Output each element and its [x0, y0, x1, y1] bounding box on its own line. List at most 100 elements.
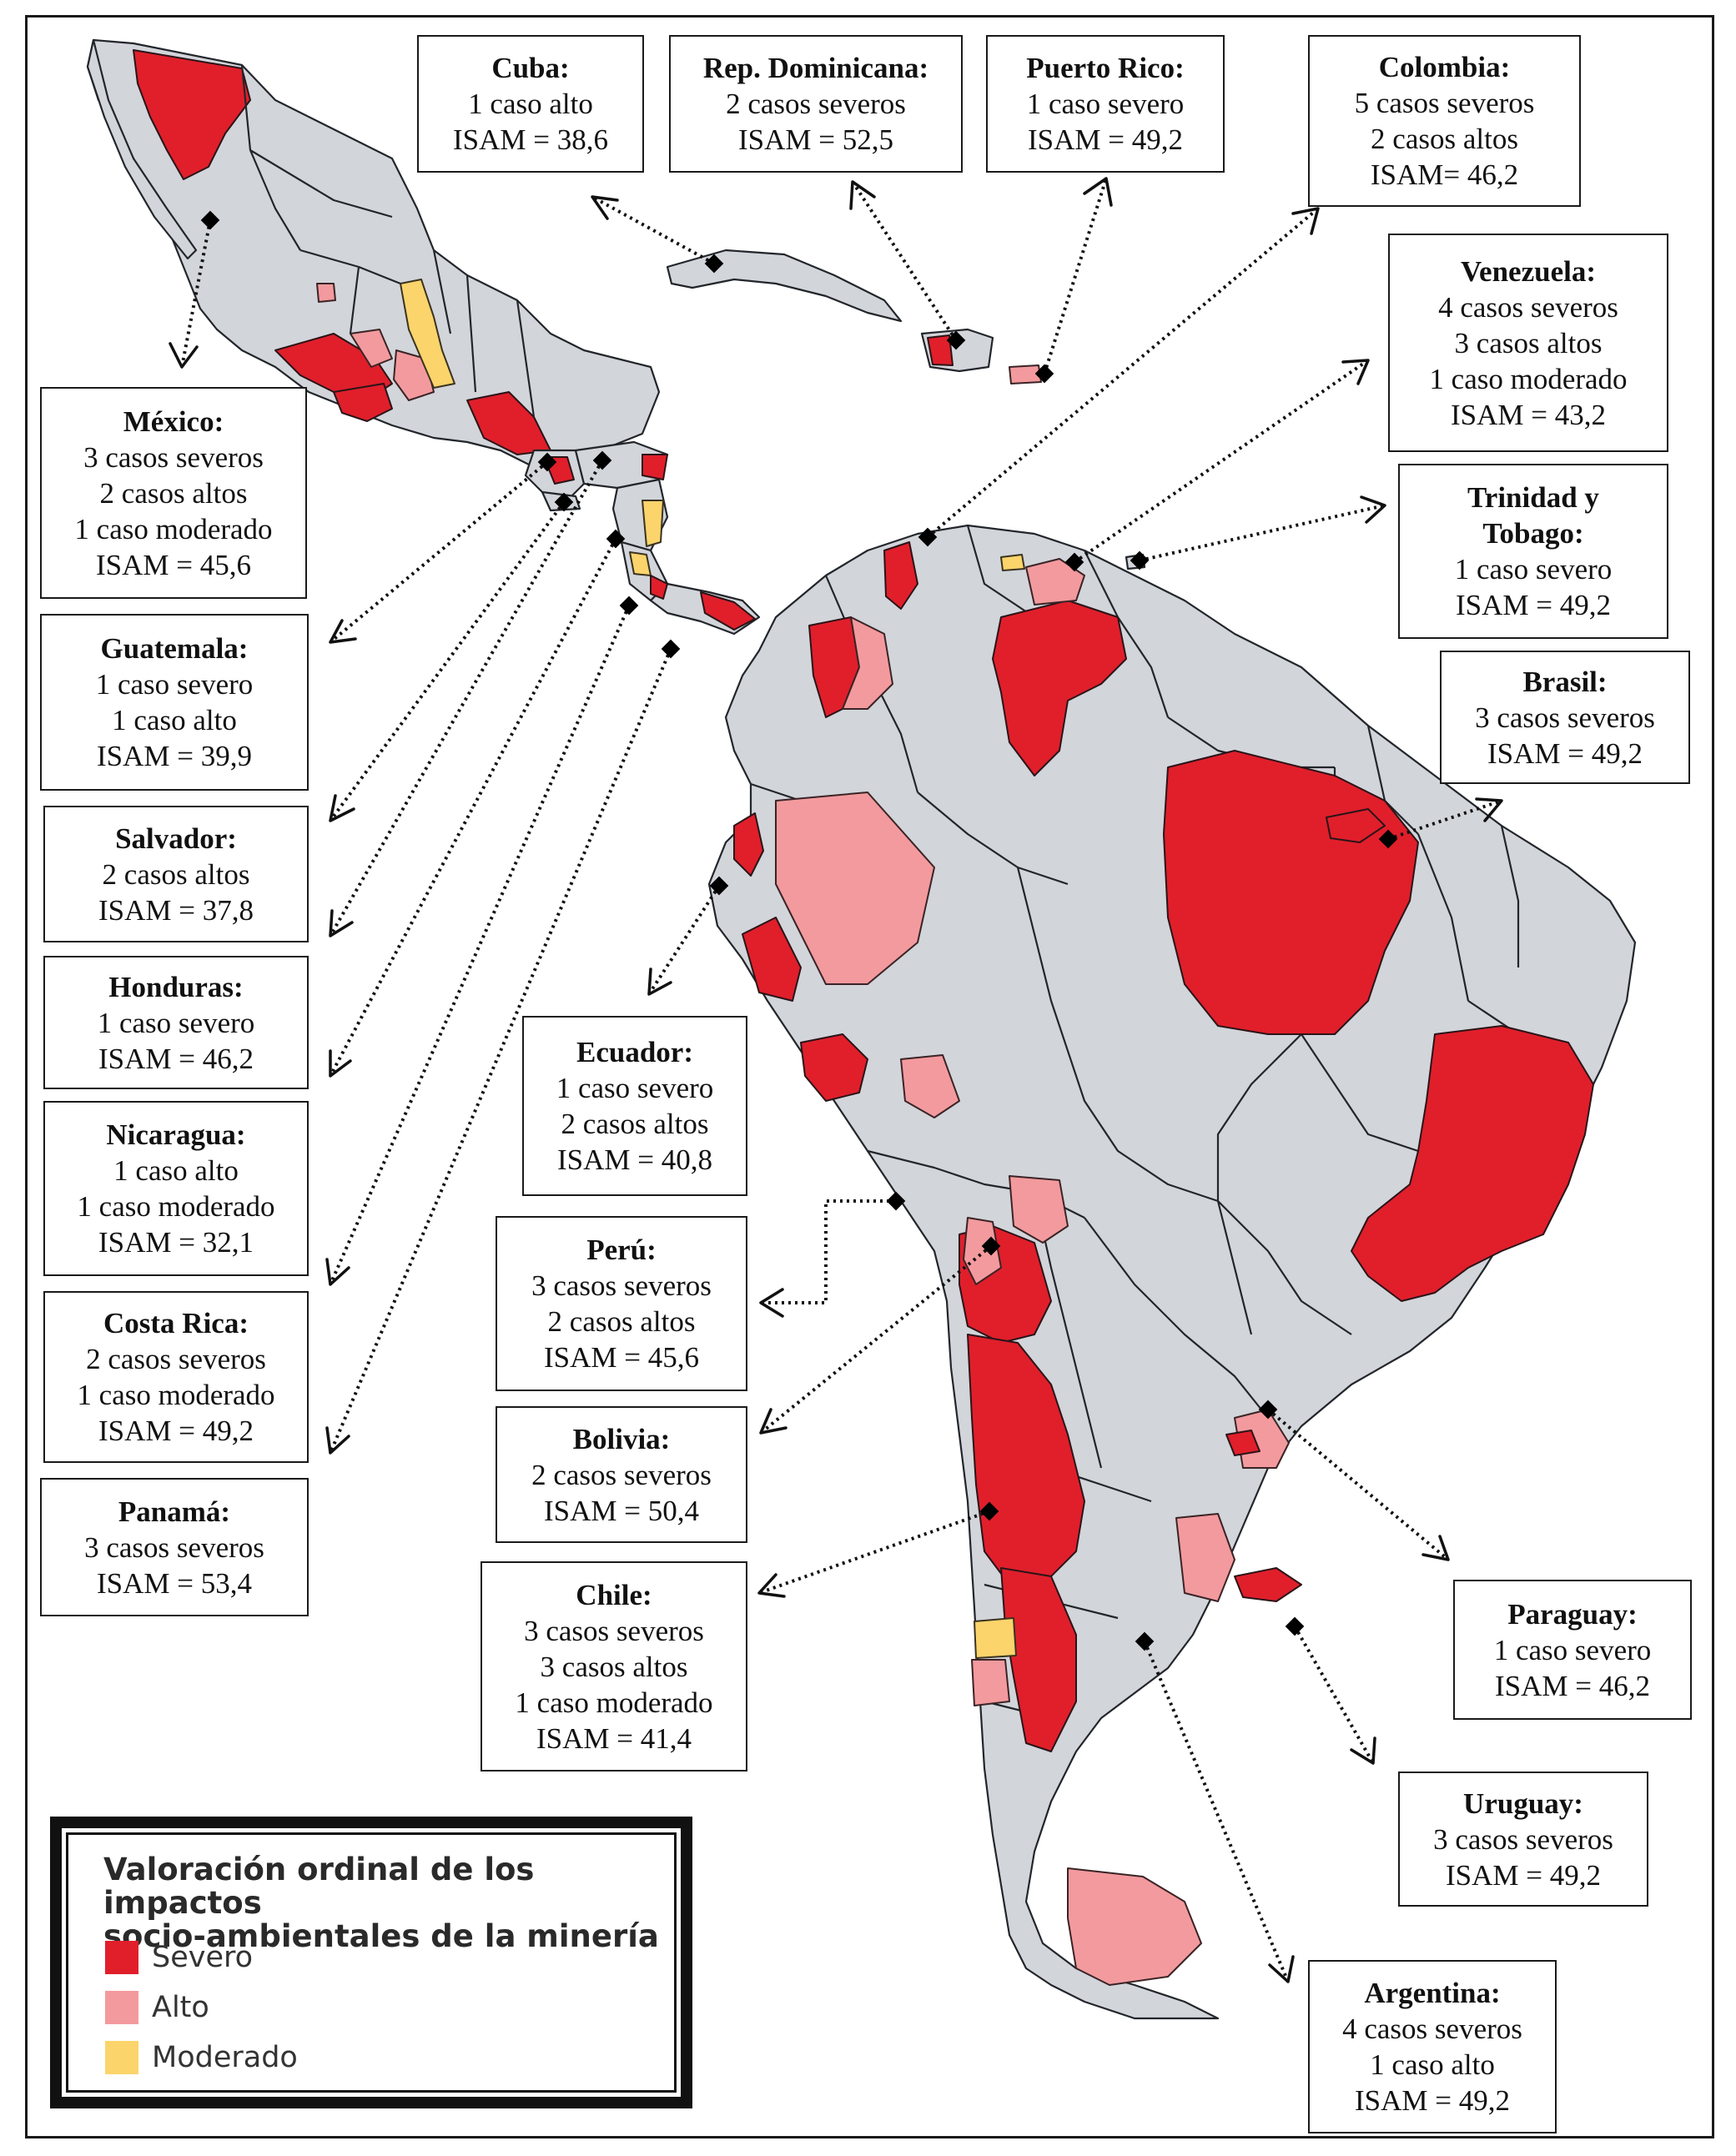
- info-box-venezuela: Venezuela: 4 casos severos 3 casos altos…: [1388, 234, 1668, 452]
- case-line: 1 caso alto: [468, 88, 593, 120]
- case-line: 3 casos severos: [1475, 701, 1655, 734]
- chile-north-alto: [963, 1217, 1002, 1285]
- case-line: 5 casos severos: [1354, 87, 1535, 119]
- case-line: 1 caso moderado: [77, 1379, 275, 1411]
- case-line: 1 caso moderado: [1429, 362, 1628, 395]
- isam-value: ISAM = 50,4: [543, 1494, 699, 1527]
- case-line: 3 casos altos: [540, 1650, 688, 1683]
- baja-california: [86, 38, 198, 260]
- info-box-argentina: Argentina: 4 casos severos 1 caso alto I…: [1308, 1960, 1557, 2133]
- country-name: Rep. Dominicana:: [702, 52, 929, 84]
- info-box-chile: Chile: 3 casos severos 3 casos altos 1 c…: [481, 1561, 747, 1772]
- case-line: 1 caso moderado: [74, 512, 273, 545]
- isam-value: ISAM = 39,9: [96, 740, 252, 772]
- isam-value: ISAM = 41,4: [536, 1721, 692, 1755]
- country-name: Panamá:: [118, 1495, 231, 1528]
- connectors: [169, 177, 1503, 1983]
- case-line: 1 caso alto: [112, 704, 237, 736]
- info-box-uruguay: Uruguay: 3 casos severos ISAM = 49,2: [1398, 1772, 1648, 1907]
- legend-swatch-moderado: [105, 2041, 138, 2074]
- legend-swatch-severo: [105, 1941, 138, 1974]
- isam-value: ISAM = 49,2: [1487, 736, 1643, 770]
- mexico-alto-3: [316, 283, 336, 303]
- isam-value: ISAM = 46,2: [98, 1042, 254, 1075]
- ecuador-severe: [733, 812, 764, 877]
- colombia-alto: [842, 616, 893, 710]
- info-box-ecuador: Ecuador: 1 caso severo 2 casos altos ISA…: [522, 1016, 747, 1196]
- central-america-region: [524, 440, 761, 636]
- venezuela-severe: [992, 600, 1127, 776]
- peru-alto-2: [900, 1054, 960, 1118]
- mexico-region: [86, 38, 661, 477]
- peru-severe-1: [742, 917, 802, 1002]
- case-line: 1 caso moderado: [515, 1686, 713, 1719]
- isam-value: ISAM = 49,2: [1354, 2084, 1510, 2117]
- peru-alto-1: [775, 792, 935, 985]
- case-line: 3 casos severos: [1433, 1822, 1613, 1856]
- brasil-minas-severe: [1351, 1025, 1594, 1302]
- venezuela-alto: [1025, 558, 1085, 606]
- mexico-alto-1: [350, 329, 393, 368]
- info-box-rep-dominicana: Rep. Dominicana: 2 casos severos ISAM = …: [669, 35, 963, 173]
- argentina-alto: [1067, 1867, 1202, 1986]
- info-box-guatemala: Guatemala: 1 caso severo 1 caso alto ISA…: [40, 614, 309, 791]
- isam-value: ISAM = 49,2: [1027, 123, 1183, 156]
- country-name: Paraguay:: [1507, 1597, 1638, 1631]
- country-name: Ecuador:: [576, 1036, 693, 1068]
- case-line: 1 caso alto: [113, 1154, 239, 1187]
- case-line: 2 casos severos: [86, 1343, 266, 1375]
- country-name: Salvador:: [115, 822, 237, 855]
- legend-label: Severo: [152, 1941, 254, 1974]
- country-name: Brasil:: [1522, 665, 1608, 698]
- mexico-sonora: [133, 49, 251, 180]
- uruguay-region-alto: [1175, 1513, 1235, 1602]
- info-box-puerto-rico: Puerto Rico: 1 caso severo ISAM = 49,2: [986, 35, 1225, 173]
- isam-value: ISAM = 49,2: [1445, 1858, 1601, 1892]
- legend-item-alto: Alto: [105, 1988, 209, 2027]
- case-line: 4 casos severos: [1342, 2013, 1522, 2045]
- case-line: 3 casos severos: [83, 440, 264, 474]
- case-line: 1 caso severo: [556, 1072, 714, 1104]
- isam-value: ISAM = 43,2: [1450, 398, 1606, 431]
- case-line: 4 casos severos: [1438, 290, 1618, 324]
- isam-value: ISAM = 46,2: [1494, 1669, 1650, 1702]
- puertorico-alto: [1009, 364, 1042, 384]
- brasil-amapa-severe: [1326, 808, 1386, 843]
- info-box-brasil: Brasil: 3 casos severos ISAM = 49,2: [1440, 651, 1690, 784]
- case-line: 2 casos severos: [726, 88, 906, 120]
- south-america-region: [707, 524, 1637, 2020]
- venezuela-moderado: [1000, 554, 1025, 571]
- costarica-severe: [650, 575, 668, 600]
- country-name: Cuba:: [491, 52, 570, 84]
- case-line: 1 caso alto: [1370, 2048, 1495, 2081]
- info-box-bolivia: Bolivia: 2 casos severos ISAM = 50,4: [496, 1406, 747, 1543]
- isam-value: ISAM = 40,8: [556, 1143, 712, 1176]
- info-box-panama: Panamá: 3 casos severos ISAM = 53,4: [40, 1478, 309, 1616]
- isam-value: ISAM = 32,1: [98, 1226, 254, 1259]
- chile-alto-south: [971, 1659, 1010, 1706]
- isam-value: ISAM= 46,2: [1370, 158, 1519, 191]
- isam-value: ISAM = 53,4: [96, 1566, 252, 1600]
- chile-moderado: [974, 1617, 1017, 1659]
- country-name: Puerto Rico:: [1026, 52, 1185, 84]
- case-line: 3 casos severos: [531, 1269, 712, 1302]
- case-line: 2 casos severos: [531, 1458, 712, 1491]
- isam-value: ISAM = 52,5: [737, 123, 893, 156]
- paraguay-severe: [1225, 1430, 1260, 1456]
- peru-severe-2: [800, 1033, 868, 1102]
- info-box-costa-rica: Costa Rica: 2 casos severos 1 caso moder…: [43, 1291, 309, 1463]
- cuba-land: [666, 249, 903, 323]
- info-box-colombia: Colombia: 5 casos severos 2 casos altos …: [1308, 35, 1581, 207]
- case-line: 1 caso severo: [1026, 88, 1185, 120]
- legend-title-line-2: socio-ambientales de la minería: [103, 1918, 659, 1954]
- panama-severe: [700, 591, 756, 631]
- country-name: Bolivia:: [572, 1422, 671, 1455]
- isam-value: ISAM = 37,8: [98, 893, 254, 927]
- info-box-cuba: Cuba: 1 caso alto ISAM = 38,6: [417, 35, 644, 173]
- info-box-peru: Perú: 3 casos severos 2 casos altos ISAM…: [496, 1216, 747, 1391]
- case-line: 1 caso severo: [97, 1006, 255, 1039]
- isam-value: ISAM = 45,6: [543, 1341, 699, 1374]
- country-name: Colombia:: [1378, 51, 1511, 83]
- info-box-honduras: Honduras: 1 caso severo ISAM = 46,2: [43, 956, 309, 1089]
- isam-value: ISAM = 45,6: [95, 548, 251, 581]
